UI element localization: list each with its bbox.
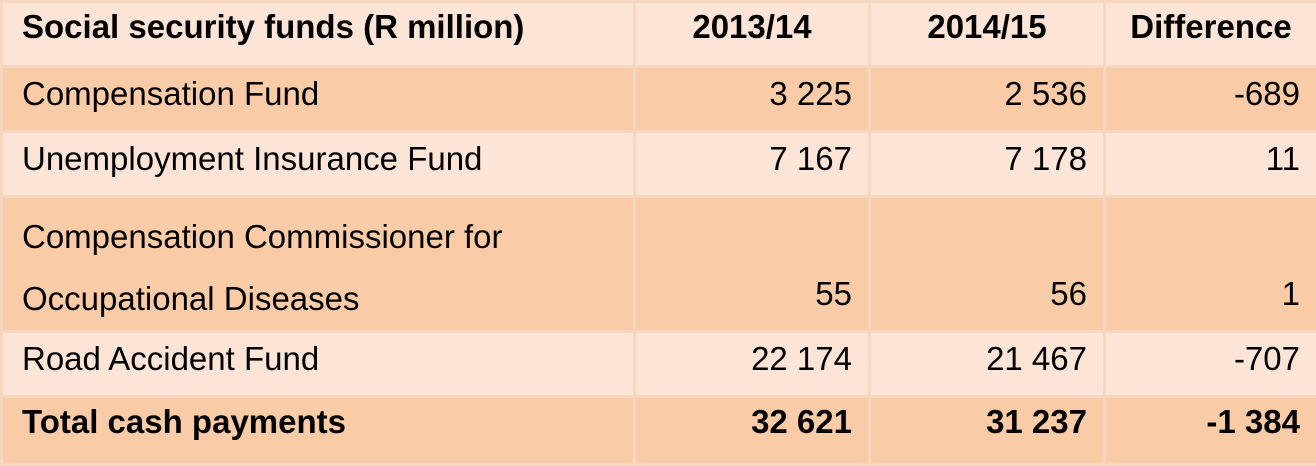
cell-difference: -707	[1105, 332, 1316, 397]
cell-difference: -689	[1105, 67, 1316, 132]
total-label: Total cash payments	[2, 397, 635, 465]
row-label: Unemployment Insurance Fund	[2, 132, 635, 197]
header-2013-14: 2013/14	[635, 2, 870, 67]
total-difference: -1 384	[1105, 397, 1316, 465]
cell-2014-15: 21 467	[870, 332, 1105, 397]
cell-difference: 1	[1105, 197, 1316, 332]
table-row: Compensation Commissioner for Occupation…	[2, 197, 1316, 332]
cell-2014-15: 7 178	[870, 132, 1105, 197]
cell-2013-14: 55	[635, 197, 870, 332]
table-header-row: Social security funds (R million) 2013/1…	[2, 2, 1316, 67]
table-total-row: Total cash payments 32 621 31 237 -1 384	[2, 397, 1316, 465]
table-row: Compensation Fund 3 225 2 536 -689	[2, 67, 1316, 132]
table-row: Road Accident Fund 22 174 21 467 -707	[2, 332, 1316, 397]
header-fund-name: Social security funds (R million)	[2, 2, 635, 67]
row-label: Road Accident Fund	[2, 332, 635, 397]
cell-2013-14: 3 225	[635, 67, 870, 132]
row-label-line-2: Occupational Diseases	[22, 280, 360, 317]
total-2013-14: 32 621	[635, 397, 870, 465]
header-difference: Difference	[1105, 2, 1316, 67]
row-label-line-1: Compensation Commissioner for	[22, 218, 503, 255]
cell-difference: 11	[1105, 132, 1316, 197]
cell-2013-14: 7 167	[635, 132, 870, 197]
cell-2014-15: 2 536	[870, 67, 1105, 132]
total-2014-15: 31 237	[870, 397, 1105, 465]
table-row: Unemployment Insurance Fund 7 167 7 178 …	[2, 132, 1316, 197]
header-2014-15: 2014/15	[870, 2, 1105, 67]
social-security-funds-table-container: Social security funds (R million) 2013/1…	[0, 0, 1316, 456]
cell-2014-15: 56	[870, 197, 1105, 332]
cell-2013-14: 22 174	[635, 332, 870, 397]
row-label: Compensation Fund	[2, 67, 635, 132]
row-label: Compensation Commissioner for Occupation…	[2, 197, 635, 332]
